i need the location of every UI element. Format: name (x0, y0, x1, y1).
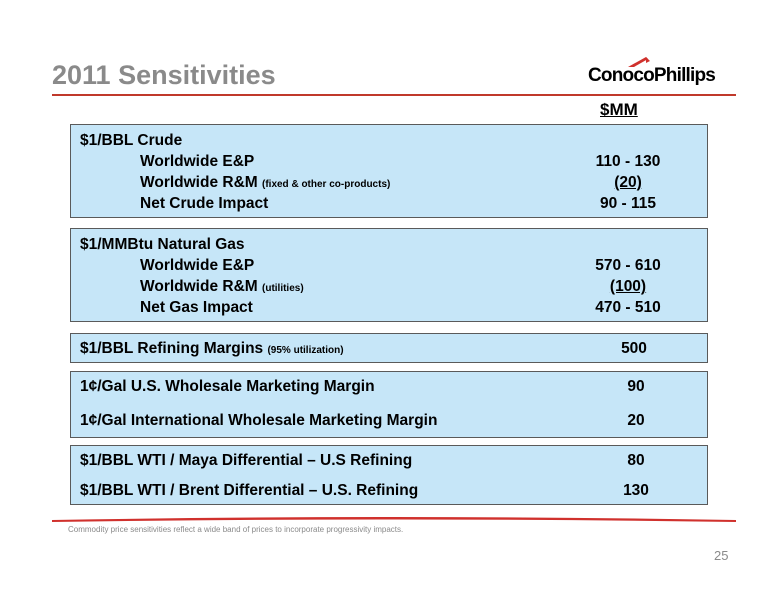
gas-ep-label: Worldwide E&P (140, 257, 255, 274)
intl-marketing-value: 20 (627, 412, 645, 429)
refining-label: $1/BBL Refining Margins (80, 340, 264, 357)
crude-rm-value: (20) (614, 174, 642, 191)
refining-note: (95% utilization) (267, 345, 344, 356)
gas-net-value: 470 - 510 (595, 299, 661, 316)
us-marketing-value: 90 (627, 378, 645, 395)
crude-net-value: 90 - 115 (599, 195, 657, 212)
slide-title: 2011 Sensitivities (52, 60, 276, 90)
units-label: $MM (600, 100, 638, 119)
title-divider (52, 94, 736, 96)
logo-swoosh-icon (628, 57, 650, 67)
gas-net-label: Net Gas Impact (140, 299, 253, 316)
crude-net-label: Net Crude Impact (140, 195, 269, 212)
us-marketing-label: 1¢/Gal U.S. Wholesale Marketing Margin (80, 378, 375, 395)
differentials-sensitivity-box: $1/BBL WTI / Maya Differential – U.S Ref… (70, 445, 708, 505)
footnote: Commodity price sensitivities reflect a … (68, 525, 404, 534)
company-logo: ConocoPhillips (588, 55, 728, 95)
maya-differential-label: $1/BBL WTI / Maya Differential – U.S Ref… (80, 452, 413, 469)
marketing-sensitivity-box: 1¢/Gal U.S. Wholesale Marketing Margin 9… (70, 371, 708, 438)
maya-differential-value: 80 (627, 452, 645, 469)
gas-rm-label: Worldwide R&M (140, 278, 258, 295)
crude-rm-label: Worldwide R&M (140, 174, 258, 191)
gas-rm-value: (100) (609, 278, 647, 295)
crude-rm-note: (fixed & other co-products) (262, 179, 391, 190)
brent-differential-value: 130 (623, 482, 649, 499)
intl-marketing-label: 1¢/Gal International Wholesale Marketing… (80, 412, 438, 429)
page-number: 25 (714, 548, 729, 563)
gas-rm-note: (utilities) (262, 283, 304, 294)
logo-wordmark: ConocoPhillips (588, 65, 716, 86)
refining-value: 500 (621, 340, 647, 357)
footer-divider (52, 517, 736, 522)
brent-differential-label: $1/BBL WTI / Brent Differential – U.S. R… (80, 482, 419, 499)
gas-header: $1/MMBtu Natural Gas (80, 236, 245, 253)
crude-sensitivity-box: $1/BBL Crude Worldwide E&P 110 - 130 Wor… (70, 124, 708, 218)
crude-ep-value: 110 - 130 (595, 153, 661, 170)
refining-sensitivity-box: $1/BBL Refining Margins (95% utilization… (70, 333, 708, 363)
gas-sensitivity-box: $1/MMBtu Natural Gas Worldwide E&P 570 -… (70, 228, 708, 322)
crude-ep-label: Worldwide E&P (140, 153, 255, 170)
gas-ep-value: 570 - 610 (595, 257, 661, 274)
crude-header: $1/BBL Crude (80, 132, 183, 149)
